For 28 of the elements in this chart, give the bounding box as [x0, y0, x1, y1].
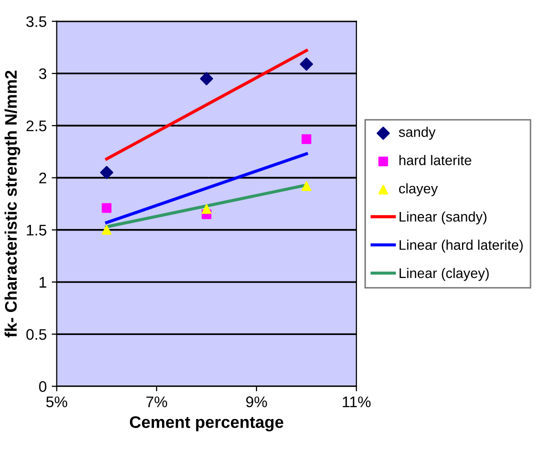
y-tick-label: 1.5 [26, 224, 46, 236]
legend-label: Linear (sandy) [400, 211, 486, 224]
x-tick-label: 11% [342, 396, 371, 408]
y-tick-label: 1 [40, 277, 46, 288]
x-axis-title: Cement percentage [130, 416, 284, 432]
y-tick-label: 3.5 [26, 16, 46, 28]
y-axis-title: fk- Characteristic strength N/mm2 [4, 70, 20, 338]
legend-label: Linear (hard laterite) [400, 240, 523, 253]
y-tick-label: 3 [39, 68, 46, 80]
legend-label: hard laterite [399, 155, 472, 166]
y-tick-label: 0 [39, 381, 46, 392]
point [202, 204, 212, 214]
point [300, 57, 314, 71]
point [200, 72, 214, 86]
x-tick-label: 7% [146, 396, 168, 408]
x-tick-label: 5% [46, 396, 68, 408]
point [302, 134, 312, 144]
legend-label: clayey [399, 183, 438, 196]
y-tick-label: 2.5 [26, 120, 46, 132]
point [302, 181, 312, 191]
point [102, 203, 112, 213]
y-tick-label: 2 [39, 172, 46, 184]
x-tick-label: 9% [246, 396, 267, 408]
point [102, 225, 112, 235]
legend-label: Linear (clayey) [400, 268, 489, 281]
y-tick-label: 0.5 [26, 329, 46, 340]
point [100, 166, 114, 180]
legend-label: sandy [398, 126, 436, 140]
